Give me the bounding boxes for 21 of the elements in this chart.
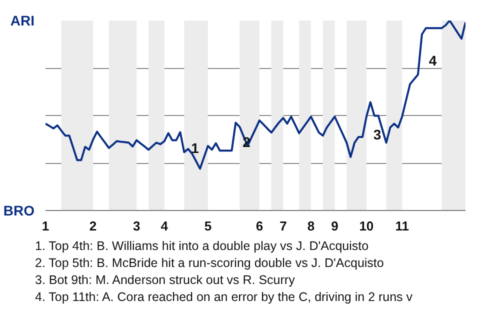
annotation: 1 bbox=[191, 140, 200, 156]
text: ARI bbox=[10, 12, 35, 28]
annotation: 2 bbox=[242, 134, 251, 150]
x-tick-label: 4 bbox=[160, 218, 169, 234]
text: 3. Bot 9th: M. Anderson struck out vs R. Scurry bbox=[35, 273, 295, 287]
text: 2. Top 5th: B. McBride hit a run-scoring double vs J. D'Acquisto bbox=[35, 256, 384, 270]
x-tick-label: 2 bbox=[89, 218, 97, 234]
text: 1. Top 4th: B. Williams hit into a double play vs J. D'Acquisto bbox=[35, 239, 369, 253]
x-tick-label: 8 bbox=[307, 218, 315, 234]
annotation: 3 bbox=[373, 126, 382, 142]
x-tick-label: 3 bbox=[133, 218, 140, 234]
x-tick-label: 5 bbox=[204, 218, 212, 234]
x-tick-label: 9 bbox=[331, 218, 338, 234]
text: 4. Top 11th: A. Cora reached on an error by the C, driving in 2 runs v bbox=[35, 290, 413, 304]
annotation: 4 bbox=[428, 52, 437, 68]
x-tick-label: 10 bbox=[359, 218, 374, 234]
x-tick-label: 11 bbox=[395, 218, 409, 234]
text: BRO bbox=[3, 202, 35, 218]
x-tick-label: 7 bbox=[280, 218, 287, 234]
x-tick-label: 1 bbox=[42, 218, 50, 234]
x-tick-label: 6 bbox=[256, 218, 264, 234]
